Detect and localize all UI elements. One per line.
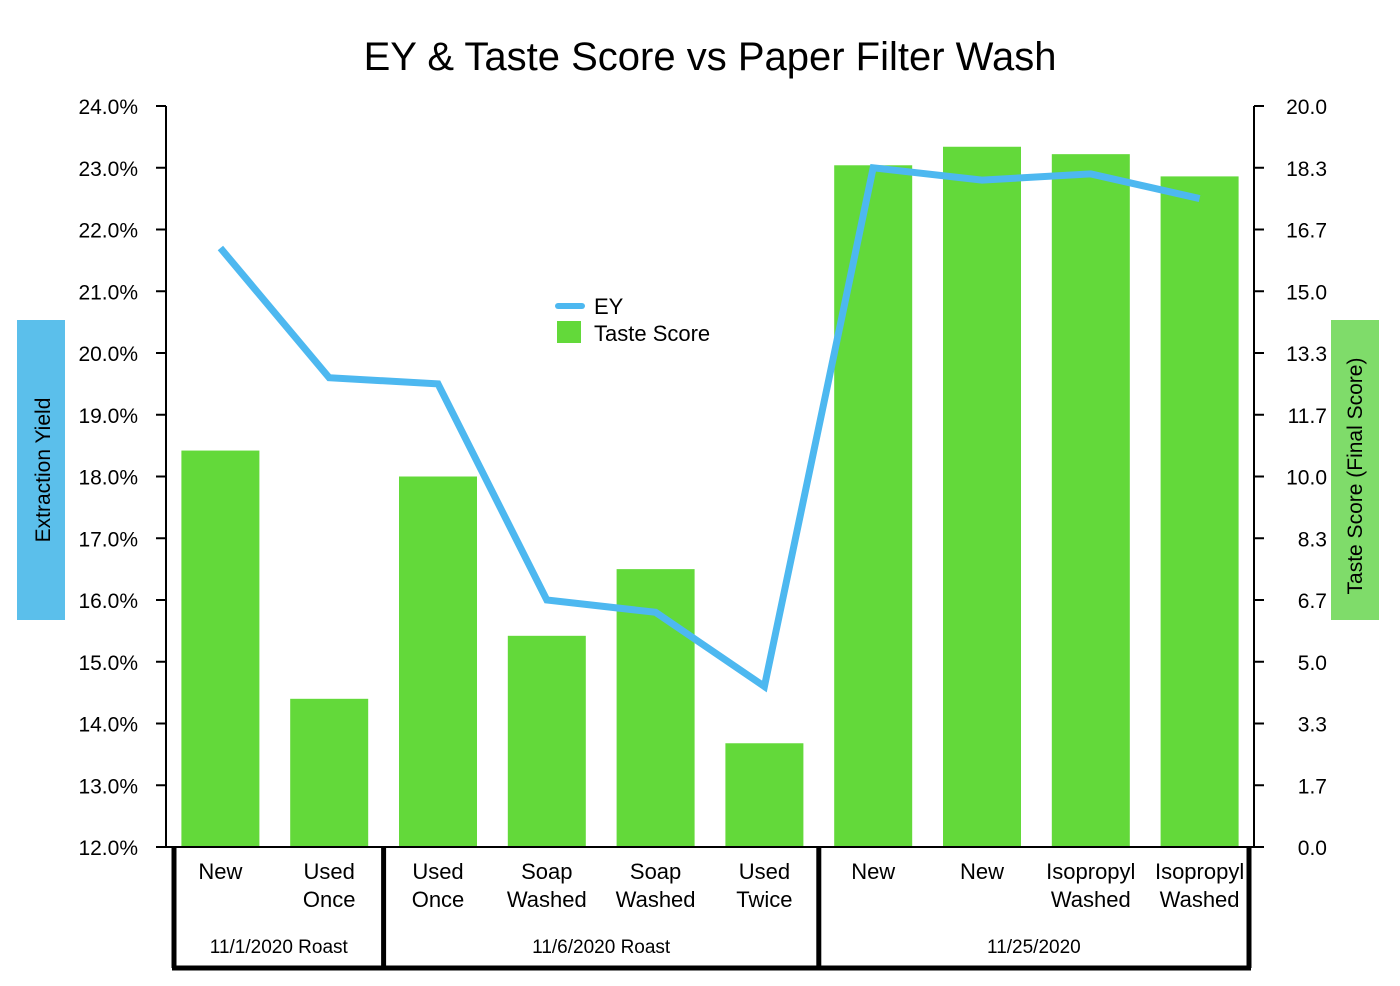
left-tick-label: 16.0% xyxy=(78,590,138,613)
group-label: 11/1/2020 Roast xyxy=(210,937,349,958)
category-label: Isopropyl xyxy=(1046,859,1135,884)
right-tick-label: 6.7 xyxy=(1298,590,1327,613)
group-labels: 11/1/2020 Roast 11/6/2020 Roast 11/25/2020 xyxy=(210,937,1081,958)
right-axis-label: Taste Score (Final Score) xyxy=(1331,320,1379,620)
right-tick-label: 3.3 xyxy=(1298,714,1327,737)
bar-taste-score xyxy=(507,635,586,847)
category-label: Soap xyxy=(521,859,572,884)
legend-ey-label: EY xyxy=(594,294,624,319)
left-tick-label: 18.0% xyxy=(78,467,138,490)
left-tick-label: 19.0% xyxy=(78,405,138,428)
group-label: 11/25/2020 xyxy=(987,937,1081,958)
category-labels: New Used Once Used Once Soap Washed Soap Washed U… xyxy=(198,859,1244,912)
left-tick-label: 14.0% xyxy=(78,714,138,737)
category-label: Used xyxy=(304,859,355,884)
right-tick-labels: 20.0 18.3 16.7 15.0 13.3 11.7 10.0 8.3 6.7 5.0 3.3… xyxy=(1286,96,1327,860)
category-label: Washed xyxy=(616,887,696,912)
left-tick-label: 12.0% xyxy=(78,837,138,860)
left-tick-label: 22.0% xyxy=(78,220,138,243)
category-label: Used xyxy=(739,859,790,884)
bar-taste-score xyxy=(181,450,260,847)
line-ey xyxy=(217,163,1201,693)
category-label: Soap xyxy=(630,859,681,884)
category-label: Once xyxy=(412,887,465,912)
right-tick-label: 10.0 xyxy=(1286,467,1327,490)
category-label: Once xyxy=(303,887,356,912)
left-tick-label: 24.0% xyxy=(78,96,138,119)
axes-layer xyxy=(156,105,1264,971)
right-tick-label: 8.3 xyxy=(1298,528,1327,551)
left-axis-title: Extraction Yield xyxy=(32,398,55,543)
bar-taste-score xyxy=(834,165,913,847)
bar-taste-score xyxy=(290,698,369,847)
group-label: 11/6/2020 Roast xyxy=(532,937,671,958)
right-tick-label: 16.7 xyxy=(1286,220,1327,243)
left-tick-label: 17.0% xyxy=(78,528,138,551)
bar-taste-score xyxy=(725,743,804,847)
right-tick-label: 15.0 xyxy=(1286,281,1327,304)
chart-title: EY & Taste Score vs Paper Filter Wash xyxy=(364,35,1057,79)
legend-taste-swatch xyxy=(557,321,581,343)
category-label: New xyxy=(198,859,242,884)
right-tick-label: 20.0 xyxy=(1286,96,1327,119)
category-label: New xyxy=(960,859,1004,884)
left-tick-label: 15.0% xyxy=(78,652,138,675)
bar-taste-score xyxy=(943,146,1021,847)
category-label: Washed xyxy=(507,887,587,912)
legend: EY Taste Score xyxy=(555,294,710,346)
right-axis-title: Taste Score (Final Score) xyxy=(1344,358,1367,595)
left-tick-labels: 24.0% 23.0% 22.0% 21.0% 20.0% 19.0% 18.0% 17.0%… xyxy=(78,96,138,860)
category-label: Used xyxy=(412,859,463,884)
left-tick-label: 13.0% xyxy=(78,775,138,798)
right-tick-label: 18.3 xyxy=(1286,158,1327,181)
bar-taste-score xyxy=(1051,154,1130,848)
bars-layer xyxy=(181,146,1239,848)
category-label: Isopropyl xyxy=(1155,859,1244,884)
left-axis-label: Extraction Yield xyxy=(17,320,65,620)
bar-taste-score xyxy=(399,476,477,847)
bar-taste-score xyxy=(1160,176,1239,847)
legend-taste-label: Taste Score xyxy=(594,321,710,346)
category-label: New xyxy=(851,859,895,884)
left-tick-label: 20.0% xyxy=(78,343,138,366)
right-tick-label: 5.0 xyxy=(1298,652,1327,675)
left-tick-label: 23.0% xyxy=(78,158,138,181)
right-tick-label: 0.0 xyxy=(1298,837,1327,860)
left-tick-label: 21.0% xyxy=(78,281,138,304)
category-label: Washed xyxy=(1051,887,1131,912)
right-tick-label: 13.3 xyxy=(1286,343,1327,366)
right-tick-label: 11.7 xyxy=(1288,405,1327,428)
category-label: Washed xyxy=(1160,887,1240,912)
line-layer xyxy=(217,163,1201,693)
category-label: Twice xyxy=(736,887,792,912)
right-tick-label: 1.7 xyxy=(1298,775,1327,798)
